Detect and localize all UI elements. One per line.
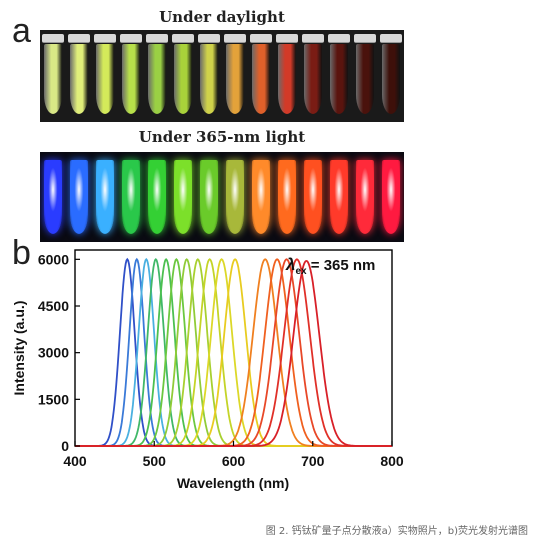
tube-cap (146, 34, 168, 43)
daylight-tube (70, 44, 88, 114)
uv-tube (122, 160, 140, 234)
daylight-title: Under daylight (159, 8, 285, 26)
daylight-tube (96, 44, 114, 114)
daylight-tube (304, 44, 322, 114)
daylight-tube (122, 44, 140, 114)
tube-cap (328, 34, 350, 43)
y-tick-label: 4500 (38, 298, 69, 314)
tube-cap (94, 34, 116, 43)
excitation-value: = 365 nm (307, 257, 376, 274)
x-axis-ticks: 400 500 600 700 800 (63, 441, 404, 469)
tube-cap (250, 34, 272, 43)
tube-cap (172, 34, 194, 43)
x-tick-label: 600 (222, 453, 246, 469)
x-tick-label: 400 (63, 453, 87, 469)
uv-tube (304, 160, 322, 234)
y-axis-ticks: 0 1500 3000 4500 6000 (38, 251, 80, 454)
uv-tube (382, 160, 400, 234)
tube-cap (354, 34, 376, 43)
daylight-tube (226, 44, 244, 114)
x-tick-label: 800 (380, 453, 404, 469)
daylight-tube (252, 44, 270, 114)
x-tick-label: 500 (143, 453, 167, 469)
tube-cap (380, 34, 402, 43)
uv-tube (226, 160, 244, 234)
uv-tube (356, 160, 374, 234)
uv-tube (252, 160, 270, 234)
daylight-tube (278, 44, 296, 114)
y-axis-label: Intensity (a.u.) (11, 301, 27, 396)
uv-tube (44, 160, 62, 234)
uv-tube (174, 160, 192, 234)
uv-tube (148, 160, 166, 234)
daylight-tube (356, 44, 374, 114)
uv-tube (278, 160, 296, 234)
y-tick-label: 1500 (38, 391, 69, 407)
tube-cap (302, 34, 324, 43)
tube-cap (42, 34, 64, 43)
uv-tube (96, 160, 114, 234)
panel-a-label: a (12, 12, 31, 50)
uv-light-title: Under 365-nm light (138, 128, 306, 146)
y-tick-label: 3000 (38, 345, 69, 361)
tube-cap (120, 34, 142, 43)
daylight-tube (174, 44, 192, 114)
panel-b-label: b (12, 234, 31, 272)
daylight-tube (44, 44, 62, 114)
tube-cap (224, 34, 246, 43)
x-tick-label: 700 (301, 453, 325, 469)
tube-cap (68, 34, 90, 43)
excitation-annotation: λex = 365 nm (285, 255, 375, 277)
y-tick-label: 0 (61, 438, 69, 454)
emission-spectrum-chart: 0 1500 3000 4500 6000 400 500 600 700 800 Wavele… (11, 249, 404, 491)
tube-cap (198, 34, 220, 43)
daylight-tube (148, 44, 166, 114)
daylight-photo (40, 30, 404, 122)
tube-cap (276, 34, 298, 43)
x-axis-label: Wavelength (nm) (177, 475, 289, 491)
lambda-subscript: ex (295, 266, 307, 277)
spectrum-curves (75, 257, 392, 447)
uv-tube (330, 160, 348, 234)
lambda-symbol: λ (285, 255, 295, 274)
uv-tube (70, 160, 88, 234)
daylight-tube (330, 44, 348, 114)
uv-tube (200, 160, 218, 234)
daylight-tube (200, 44, 218, 114)
y-tick-label: 6000 (38, 251, 69, 267)
daylight-tube (382, 44, 400, 114)
uv-light-photo (40, 152, 404, 242)
figure-caption: 图 2. 钙钛矿量子点分散液a）实物照片，b)荧光发射光谱图 (265, 526, 528, 537)
